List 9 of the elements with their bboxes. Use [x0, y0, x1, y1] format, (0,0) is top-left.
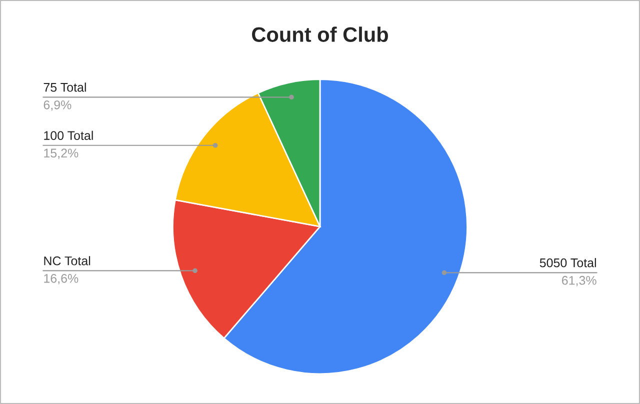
- slice-label: NC Total: [44, 256, 90, 266]
- slice-label: 75 Total: [44, 82, 86, 92]
- chart-title: Count of Club: [252, 26, 388, 42]
- data-label: 61,3%: [562, 276, 596, 286]
- data-label: 16,6%: [44, 274, 78, 284]
- slice-label: 100 Total: [44, 130, 93, 140]
- data-label: 15,2%: [44, 148, 78, 159]
- slice-label: 5050 Total: [540, 258, 596, 268]
- data-label: 6,9%: [44, 100, 72, 111]
